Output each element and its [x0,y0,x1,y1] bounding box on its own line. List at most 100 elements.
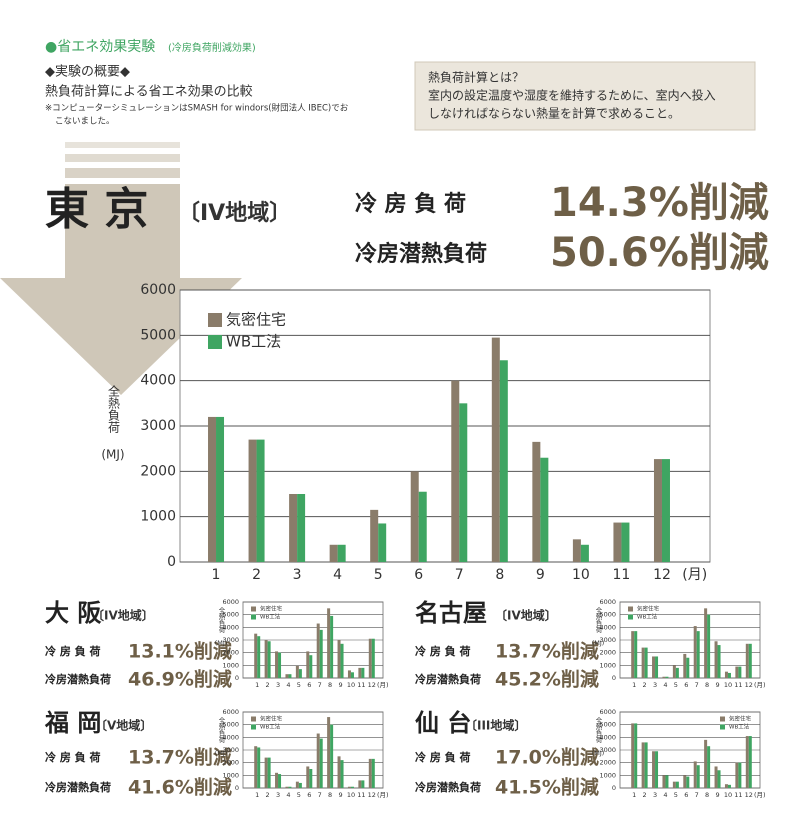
bar [267,757,271,788]
bar [289,494,298,562]
bar [264,757,268,788]
y-axis-label: 全熱負荷 [107,384,121,433]
bar [631,631,635,678]
bar [295,781,299,788]
x-axis-unit: (月) [377,791,389,799]
bar [641,647,645,678]
bar [358,780,362,788]
bar [675,781,679,788]
x-tick-label: 4 [286,681,290,689]
bar [675,667,679,678]
x-tick-label: 8 [328,791,332,799]
x-tick-label: 1 [255,791,259,799]
bar [707,614,711,678]
stat-label: 冷房潜熱負荷 [45,780,111,794]
y-tick-label: 3000 [599,746,616,754]
x-tick-label: 11 [734,681,742,689]
bar [288,786,292,788]
bar [655,656,659,678]
bar [208,416,217,562]
info-line: 室内の設定温度や湿度を維持するために、室内へ投入 [428,88,716,103]
x-tick-label: 5 [297,681,301,689]
x-tick-label: 9 [536,567,545,583]
y-tick-label: 1000 [222,771,239,779]
x-tick-label: 9 [715,791,719,799]
bar [641,742,645,788]
bar [717,770,721,788]
x-tick-label: 11 [357,681,365,689]
x-tick-label: 10 [724,791,732,799]
bar [368,758,372,788]
bar [248,439,257,562]
y-tick-label: 1000 [599,661,616,669]
y-tick-label: 6000 [222,598,239,606]
bar [714,766,718,788]
x-tick-label: 5 [374,567,383,583]
bar [644,742,648,788]
legend-swatch [628,614,633,620]
bar [371,638,375,678]
bar [347,670,351,678]
x-tick-label: 7 [318,681,322,689]
section-title: 仙 台 [415,709,471,737]
bar [267,641,271,678]
bar [285,674,289,678]
y-tick-label: 0 [612,674,616,682]
stat-value: 14.3%削減 [550,180,769,226]
x-tick-label: 7 [695,791,699,799]
info-title: 熱負荷計算とは？ [428,70,524,85]
y-axis-unit: (MJ) [592,749,605,757]
bar [378,523,387,562]
bar [285,786,289,788]
y-tick-label: 5000 [222,611,239,619]
header-note: ※コンピューターシミュレーションはSMASH for windors(財団法人 … [45,103,349,114]
legend-swatch [628,606,633,612]
bar [748,643,752,678]
x-axis-unit: (月) [754,681,766,689]
bar [327,608,331,678]
info-line: しなければならない熱量を計算で求めること。 [428,106,680,121]
y-tick-label: 4000 [599,623,616,631]
bar [655,751,659,788]
x-tick-label: 11 [613,567,631,583]
header-title: ●省エネ効果実験 [45,39,155,55]
bar [748,736,752,788]
bar [371,758,375,788]
stat-value: 46.9%削減 [128,668,232,691]
y-tick-label: 2000 [222,649,239,657]
y-axis-unit: (MJ) [592,639,605,647]
bar [727,784,731,788]
x-tick-label: 10 [347,791,355,799]
info-box [414,61,756,131]
x-tick-label: 5 [297,791,301,799]
x-tick-label: 9 [338,791,342,799]
bar [347,786,351,788]
bar [368,638,372,678]
legend-label: 気密住宅 [260,715,283,723]
x-tick-label: 3 [653,681,657,689]
stat-label: 冷 房 負 荷 [415,644,471,658]
x-tick-label: 7 [318,791,322,799]
x-tick-label: 10 [724,681,732,689]
bar [580,544,589,562]
legend-label: 気密住宅 [226,311,286,329]
bar [340,760,344,788]
x-tick-label: 8 [705,681,709,689]
x-tick-label: 3 [276,791,280,799]
x-tick-label: 4 [663,791,667,799]
bar [295,665,299,678]
stat-label: 冷房潜熱負荷 [415,780,481,794]
bar [724,671,728,678]
x-tick-label: 4 [663,681,667,689]
legend-label: WB工法 [260,723,281,731]
legend-label: 気密住宅 [637,605,660,613]
bar [330,724,334,788]
x-tick-label: 7 [455,567,464,583]
y-tick-label: 0 [612,784,616,792]
x-tick-label: 9 [338,681,342,689]
section-region: 〔IV地域〕 [495,608,557,623]
bar [257,747,261,788]
bar [216,416,225,562]
bar [337,544,346,562]
y-axis-label: 全熱負荷 [217,716,225,745]
